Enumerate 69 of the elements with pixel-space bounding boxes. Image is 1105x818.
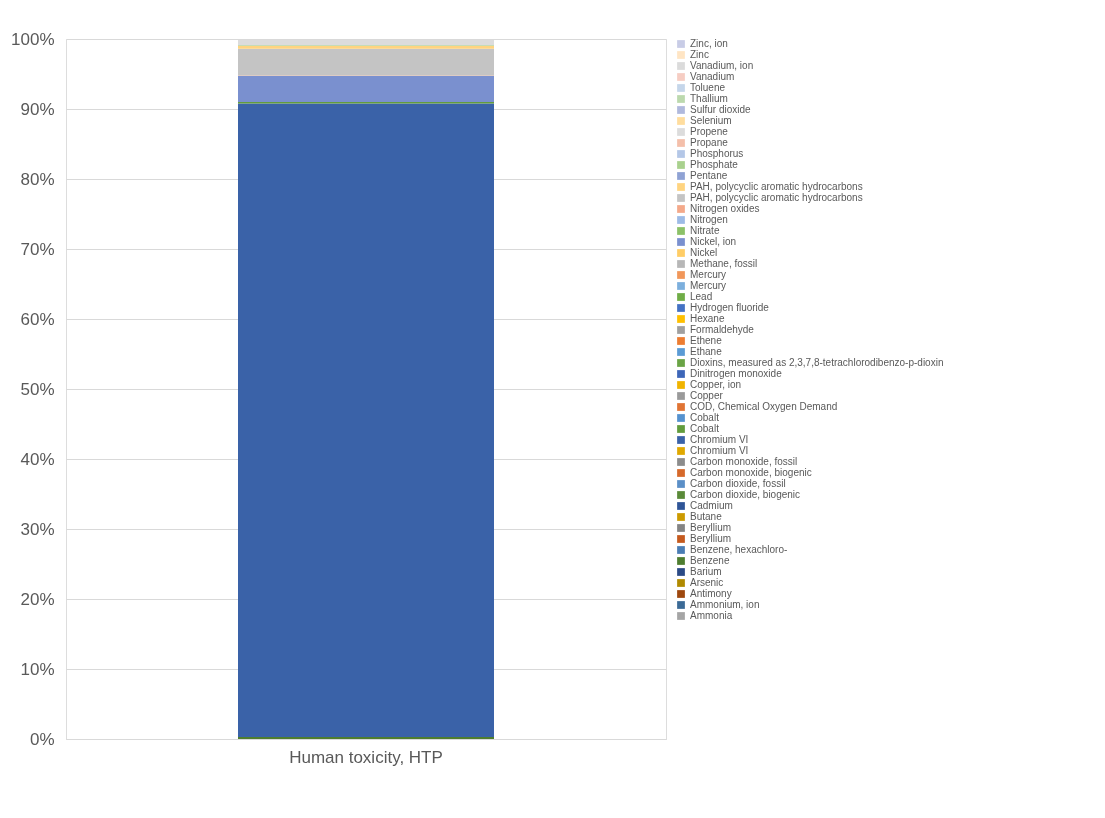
bar <box>238 736 494 739</box>
legend-label: Selenium <box>690 115 732 126</box>
y-tick-label: 0% <box>29 729 55 749</box>
legend-label: Copper, ion <box>690 379 742 390</box>
legend-label: Zinc, ion <box>690 38 728 49</box>
legend-label: Mercury <box>690 269 727 280</box>
legend-label: Sulfur dioxide <box>690 104 752 115</box>
legend-label: Vanadium, ion <box>690 60 754 71</box>
legend-label: Thallium <box>690 93 728 104</box>
y-tick-label: 40% <box>20 449 55 469</box>
x-tick-label: Human toxicity, HTP <box>289 747 443 767</box>
legend-label: Cadmium <box>690 500 733 511</box>
legend-label: Hydrogen fluoride <box>690 302 770 313</box>
y-tick-label: 60% <box>20 309 55 329</box>
y-tick-label: 70% <box>20 239 55 259</box>
bar <box>238 103 494 737</box>
legend-label: Toluene <box>690 82 726 93</box>
legend-label: Vanadium <box>690 71 735 82</box>
legend-label: Mercury <box>690 280 727 291</box>
legend-label: Ethane <box>690 346 723 357</box>
legend-label: Beryllium <box>690 522 732 533</box>
y-tick-label: 30% <box>20 519 55 539</box>
legend-label: Copper <box>690 390 724 401</box>
y-tick-label: 100% <box>11 29 55 49</box>
legend-label: Beryllium <box>690 533 732 544</box>
legend-label: Formaldehyde <box>690 324 755 335</box>
legend-label: Ammonia <box>690 610 733 621</box>
legend-label: Antimony <box>690 588 732 599</box>
legend-label: Chromium VI <box>690 434 749 445</box>
legend-label: Benzene <box>690 555 730 566</box>
legend-label: Hexane <box>690 313 725 324</box>
legend-label: Cobalt <box>690 423 720 434</box>
bar <box>238 76 494 102</box>
legend-label: Carbon dioxide, biogenic <box>690 489 801 500</box>
legend-label: Propene <box>690 126 729 137</box>
legend-label: Zinc <box>690 49 709 60</box>
legend-label: Dinitrogen monoxide <box>690 368 783 379</box>
legend-label: Arsenic <box>690 577 724 588</box>
legend-label: Nitrogen <box>690 214 728 225</box>
y-tick-label: 90% <box>20 99 55 119</box>
y-tick-label: 50% <box>20 379 55 399</box>
legend-label: Nitrate <box>690 225 720 236</box>
legend-label: Ethene <box>690 335 723 346</box>
legend-label: Chromium VI <box>690 445 749 456</box>
bar <box>238 48 494 76</box>
legend-label: Pentane <box>690 170 728 181</box>
legend-label: Benzene, hexachloro- <box>690 544 788 555</box>
legend-label: Phosphate <box>690 159 739 170</box>
legend-label: PAH, polycyclic aromatic hydrocarbons <box>690 192 863 203</box>
legend-label: Ammonium, ion <box>690 599 760 610</box>
legend-label: Carbon monoxide, biogenic <box>690 467 812 478</box>
y-tick-label: 10% <box>20 659 55 679</box>
legend-label: Nickel, ion <box>690 236 737 247</box>
legend-label: Nitrogen oxides <box>690 203 760 214</box>
legend-label: Propane <box>690 137 729 148</box>
legend-label: Dioxins, measured as 2,3,7,8-tetrachlorodibenzo-p-dioxin <box>690 357 944 368</box>
legend-label: Carbon monoxide, fossil <box>690 456 798 467</box>
legend-label: Methane, fossil <box>690 258 758 269</box>
legend-label: Phosphorus <box>690 148 744 159</box>
legend-label: Cobalt <box>690 412 720 423</box>
legend-label: Nickel <box>690 247 718 258</box>
y-tick-label: 20% <box>20 589 55 609</box>
legend-label: COD, Chemical Oxygen Demand <box>690 401 838 412</box>
legend-label: Lead <box>690 291 713 302</box>
legend-label: Carbon dioxide, fossil <box>690 478 786 489</box>
legend-label: PAH, polycyclic aromatic hydrocarbons <box>690 181 863 192</box>
y-tick-label: 80% <box>20 169 55 189</box>
legend-label: Barium <box>690 566 722 577</box>
legend-label: Butane <box>690 511 723 522</box>
